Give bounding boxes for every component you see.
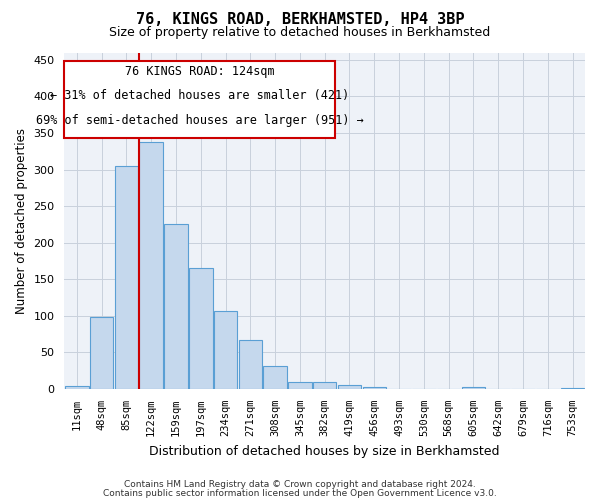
- Bar: [461, 387, 485, 389]
- Bar: [214, 310, 238, 389]
- Bar: [313, 382, 337, 389]
- Bar: [288, 382, 311, 389]
- Text: Size of property relative to detached houses in Berkhamsted: Size of property relative to detached ho…: [109, 26, 491, 39]
- Bar: [164, 224, 188, 389]
- Bar: [263, 366, 287, 389]
- Bar: [338, 384, 361, 389]
- Bar: [362, 388, 386, 389]
- Bar: [65, 386, 89, 389]
- Text: 76, KINGS ROAD, BERKHAMSTED, HP4 3BP: 76, KINGS ROAD, BERKHAMSTED, HP4 3BP: [136, 12, 464, 28]
- Text: Contains HM Land Registry data © Crown copyright and database right 2024.: Contains HM Land Registry data © Crown c…: [124, 480, 476, 489]
- Y-axis label: Number of detached properties: Number of detached properties: [15, 128, 28, 314]
- Bar: [239, 340, 262, 389]
- Bar: [189, 268, 212, 389]
- Bar: [561, 388, 584, 389]
- Text: Contains public sector information licensed under the Open Government Licence v3: Contains public sector information licen…: [103, 489, 497, 498]
- Text: 76 KINGS ROAD: 124sqm: 76 KINGS ROAD: 124sqm: [125, 64, 275, 78]
- Text: 69% of semi-detached houses are larger (951) →: 69% of semi-detached houses are larger (…: [36, 114, 364, 126]
- Text: ← 31% of detached houses are smaller (421): ← 31% of detached houses are smaller (42…: [50, 89, 349, 102]
- Bar: [90, 316, 113, 389]
- Bar: [139, 142, 163, 389]
- FancyBboxPatch shape: [64, 61, 335, 138]
- X-axis label: Distribution of detached houses by size in Berkhamsted: Distribution of detached houses by size …: [149, 444, 500, 458]
- Bar: [115, 166, 138, 389]
